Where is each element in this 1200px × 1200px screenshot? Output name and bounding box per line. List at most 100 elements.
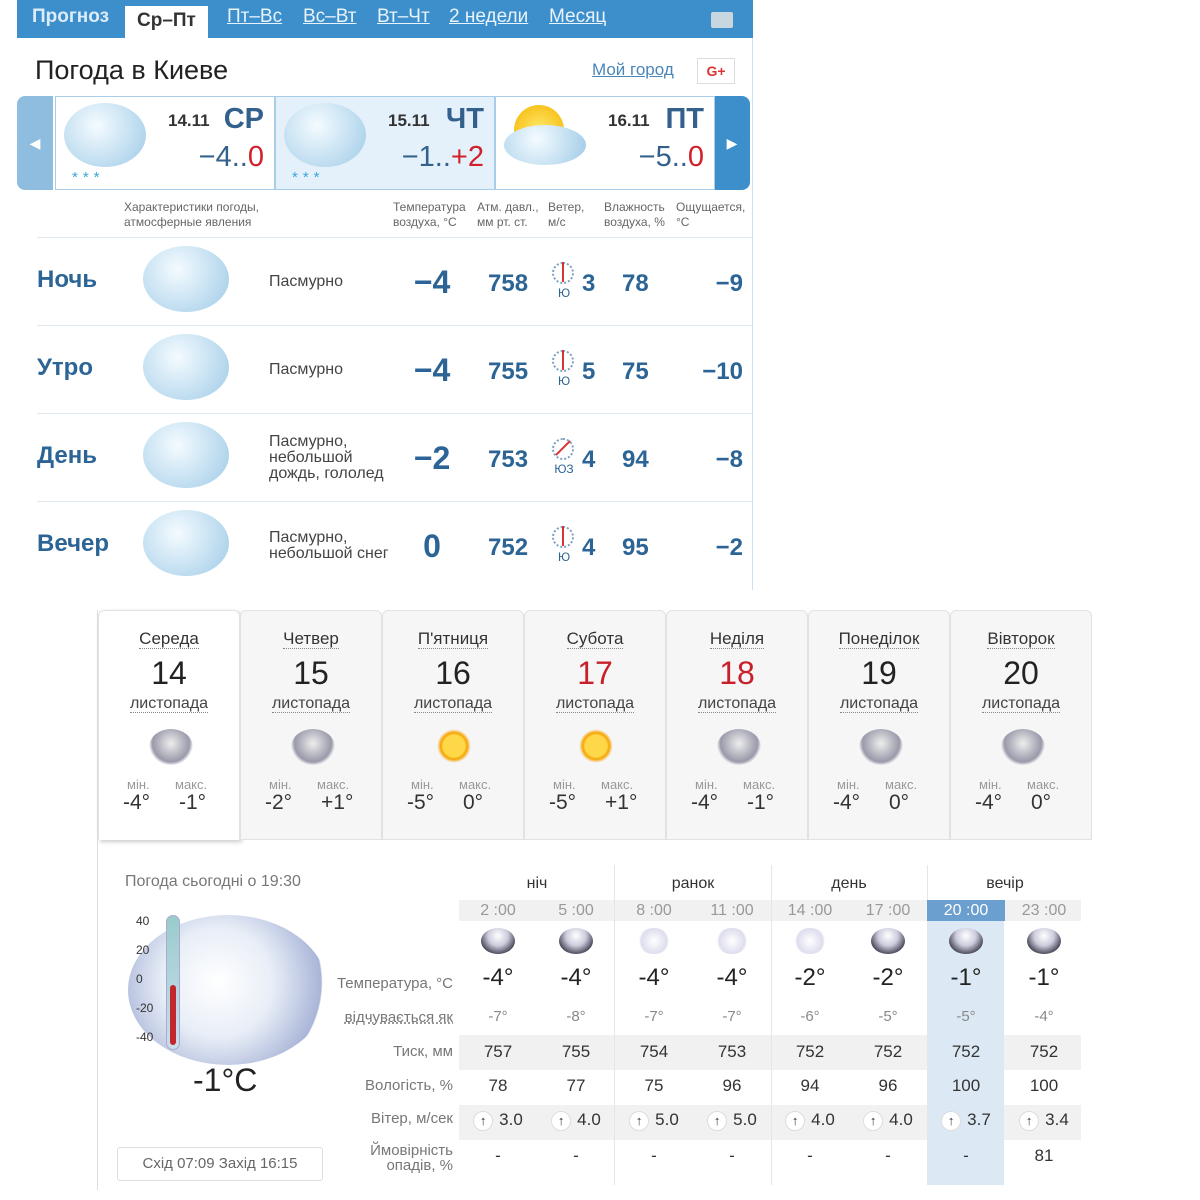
hour-humidity: 100 [951,1076,981,1095]
divider [614,865,615,1185]
hour-header[interactable]: 14 :00 [787,902,833,919]
wind-direction: Ю [557,286,571,300]
max-temp: -1° [747,791,775,814]
hour-humidity: 78 [488,1076,508,1095]
hour-humidity: 96 [878,1076,898,1095]
max-temp: 0° [1031,791,1052,814]
min-temp: -4° [691,791,719,814]
wind-speed: 3.7 [967,1110,991,1129]
wind-arrow-icon: ↑ [473,1110,494,1131]
day-tab[interactable]: Неділя 18 листопада мін. макс. -4° -1° [666,610,808,840]
current-weather-title: Погода сьогодні о 19:30 [125,873,301,890]
wind-speed: 3.4 [1045,1110,1069,1129]
hour-header[interactable]: 8 :00 [636,902,672,919]
hour-wind: ↑ 4.0 [771,1110,849,1131]
tab-2[interactable]: Пт–Вс [227,6,283,27]
day-card[interactable]: *** 14.11 СР −4..0 [55,96,275,190]
day-tab[interactable]: Середа 14 листопада мін. макс. -4° -1° [98,610,240,840]
next-arrow-button[interactable]: ▶ [714,96,750,190]
max-label: макс. [743,777,776,792]
thermo-tick: -40 [136,1030,154,1044]
month: листопада [951,695,1091,713]
prev-arrow-button[interactable]: ◀ [17,96,53,190]
hour-header[interactable]: 17 :00 [865,902,911,919]
tab-1[interactable]: Ср–Пт [125,6,208,38]
hour-humidity: 75 [644,1076,664,1095]
day-name-text: Четвер [283,629,339,649]
google-plus-button[interactable]: G+ [697,58,735,84]
min-temp: -5° [549,791,577,814]
my-city-link[interactable]: Мой город [592,60,674,79]
hour-wind: ↑ 5.0 [615,1110,693,1131]
day-number: 17 [577,655,613,691]
hour-temp: -4° [482,964,514,991]
day-tab[interactable]: Субота 17 листопада мін. макс. -5° +1° [524,610,666,840]
hour-humidity: 77 [566,1076,586,1095]
hour-temp: -4° [560,964,592,991]
snowflakes-icon: *** [292,169,325,186]
day-name: Понеділок [809,629,949,649]
temp-max: 0 [687,141,704,173]
wind-speed: 5.0 [655,1110,679,1129]
hour-feels: -7° [644,1008,664,1025]
hour-weather-icon [537,928,615,959]
hour-header[interactable]: 11 :00 [710,902,754,919]
day-name: П'ятниця [383,629,523,649]
tab-5[interactable]: 2 недели [449,6,529,27]
day-name-text: Неділя [709,629,765,649]
day-card[interactable]: *** 15.11 ЧТ −1..+2 [275,96,495,190]
snowflakes-icon: *** [72,169,105,186]
day-tab[interactable]: Вівторок 20 листопада мін. макс. -4° 0° [950,610,1092,840]
month: листопада [99,695,239,713]
max-temp: +1° [321,791,354,814]
row-label-wind: Вітер, м/сек [371,1110,453,1127]
hour-wind: ↑ 3.0 [459,1110,537,1131]
column-header-pressure: Атм. давл., мм рт. ст. [477,200,539,229]
day-date: 16.11 [608,111,650,130]
hour-header[interactable]: 5 :00 [558,902,594,919]
wind-speed: 4.0 [889,1110,913,1129]
max-temp: +1° [605,791,638,814]
hour-precip: - [573,1146,579,1165]
print-icon[interactable] [711,12,733,28]
day-of-week: ПТ [665,103,704,135]
cloud-snow-icon [149,729,193,765]
month-text: листопада [697,695,777,713]
month: листопада [809,695,949,713]
hour-header[interactable]: 2 :00 [480,902,516,919]
day-name-text: Понеділок [838,629,920,649]
temperature: −4 [413,264,451,300]
tab-6[interactable]: Месяц [549,6,607,27]
day-name: Середа [99,629,239,649]
tab-bar: Прогноз Ср–Пт Пт–Вс Вс–Вт Вт–Чт 2 недели Месяц [17,0,753,38]
cloud-icon [871,928,905,954]
thermo-tick: -20 [136,1001,154,1015]
sun-icon [579,729,613,763]
hour-header[interactable]: 23 :00 [1021,902,1067,919]
max-label: макс. [1027,777,1060,792]
tab-3[interactable]: Вс–Вт [303,6,357,27]
max-temp: -1° [179,791,207,814]
hour-precip: 81 [1034,1146,1054,1165]
row-label-feels: відчувається як [344,1009,453,1026]
temp-range: −1..+2 [402,141,484,174]
period-header: ніч [526,875,548,892]
wind-direction: Ю [557,374,571,388]
wind-direction-icon [552,350,574,372]
day-card[interactable]: 16.11 ПТ −5..0 [495,96,715,190]
wind-speed: 4 [582,534,596,561]
wind-speed: 5.0 [733,1110,757,1129]
hour-header[interactable]: 20 :00 [927,900,1005,921]
month: листопада [667,695,807,713]
forecast-panel-ua: Середа 14 листопада мін. макс. -4° -1° Четвер 15… [97,610,1092,1190]
tab-4[interactable]: Вт–Чт [377,6,430,27]
day-tab[interactable]: П'ятниця 16 листопада мін. макс. -5° 0° [382,610,524,840]
period-row: Утро Пасмурно −4 755 Ю 5 75 −10 [37,325,753,413]
day-tab[interactable]: Понеділок 19 листопада мін. макс. -4° 0° [808,610,950,840]
day-tab[interactable]: Четвер 15 листопада мін. макс. -2° +1° [240,610,382,840]
hour-precip: - [495,1146,501,1165]
min-label: мін. [553,777,576,792]
wind-speed: 3 [582,270,596,297]
temperature: 0 [423,528,441,564]
hour-feels: -4° [1034,1008,1054,1025]
